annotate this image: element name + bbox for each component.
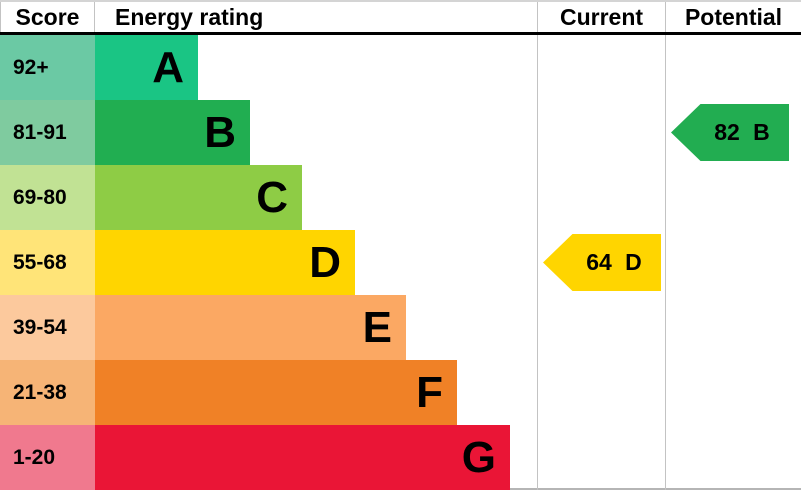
score-range-e: 39-54 <box>0 295 95 360</box>
current-cell-f <box>537 360 665 425</box>
current-cell-b <box>537 100 665 165</box>
band-bar-c: C <box>95 165 302 230</box>
band-bar-e: E <box>95 295 406 360</box>
potential-cell-g <box>665 425 801 490</box>
score-range-g: 1-20 <box>0 425 95 490</box>
score-range-d: 55-68 <box>0 230 95 295</box>
potential-rating-arrow: 82 B <box>671 104 789 161</box>
band-row-e: 39-54 E <box>0 295 801 360</box>
current-cell-d: 64 D <box>537 230 665 295</box>
potential-cell-c <box>665 165 801 230</box>
band-row-a: 92+ A <box>0 35 801 100</box>
current-cell-g <box>537 425 665 490</box>
band-row-b: 81-91 B 82 B <box>0 100 801 165</box>
potential-column-header: Potential <box>665 2 801 32</box>
band-row-f: 21-38 F <box>0 360 801 425</box>
current-cell-a <box>537 35 665 100</box>
band-row-c: 69-80 C <box>0 165 801 230</box>
current-cell-c <box>537 165 665 230</box>
potential-cell-e <box>665 295 801 360</box>
potential-cell-d <box>665 230 801 295</box>
score-column-header: Score <box>0 2 95 32</box>
score-range-f: 21-38 <box>0 360 95 425</box>
potential-cell-b: 82 B <box>665 100 801 165</box>
band-bar-f: F <box>95 360 457 425</box>
current-rating-arrow: 64 D <box>543 234 661 291</box>
energy-rating-column-header: Energy rating <box>115 3 264 30</box>
band-bar-d: D <box>95 230 355 295</box>
potential-cell-f <box>665 360 801 425</box>
chart-header: Score Energy rating Current Potential <box>0 2 801 35</box>
current-cell-e <box>537 295 665 360</box>
band-bar-g: G <box>95 425 510 490</box>
band-row-d: 55-68 D 64 D <box>0 230 801 295</box>
potential-cell-a <box>665 35 801 100</box>
score-range-b: 81-91 <box>0 100 95 165</box>
score-range-c: 69-80 <box>0 165 95 230</box>
score-range-a: 92+ <box>0 35 95 100</box>
band-bar-a: A <box>95 35 198 100</box>
band-bar-b: B <box>95 100 250 165</box>
band-row-g: 1-20 G <box>0 425 801 490</box>
current-column-header: Current <box>537 2 665 32</box>
